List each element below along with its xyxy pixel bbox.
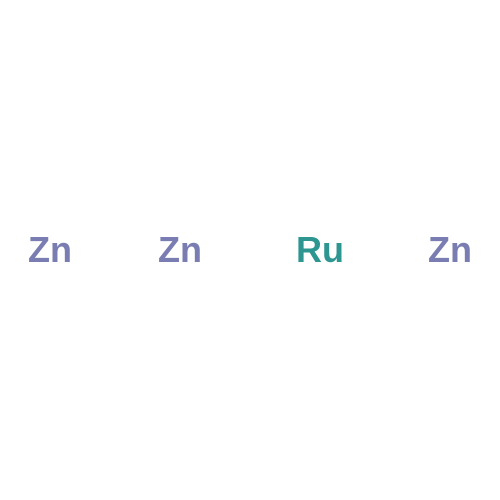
atom-zn-2: Zn xyxy=(158,229,202,271)
structure-canvas: Zn Zn Ru Zn xyxy=(0,0,500,500)
atom-zn-1: Zn xyxy=(28,229,72,271)
atom-ru: Ru xyxy=(296,229,344,271)
atom-zn-3: Zn xyxy=(428,229,472,271)
